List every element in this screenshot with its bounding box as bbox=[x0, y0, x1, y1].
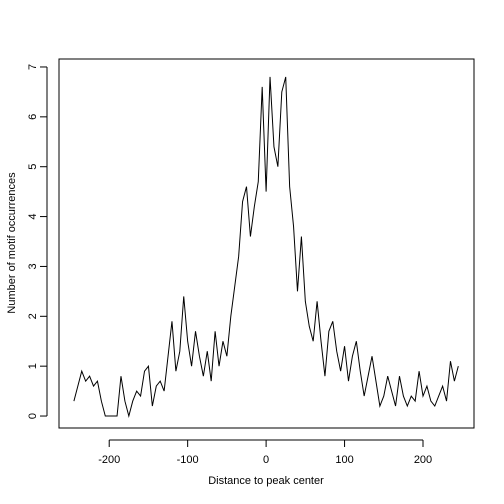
x-tick-label: -200 bbox=[98, 454, 120, 466]
plot-box bbox=[58, 58, 475, 429]
y-tick-label: 2 bbox=[27, 313, 39, 319]
x-axis-title: Distance to peak center bbox=[208, 475, 324, 487]
x-tick-label: -100 bbox=[177, 454, 199, 466]
x-tick-label: 200 bbox=[414, 454, 432, 466]
y-tick-label: 1 bbox=[27, 363, 39, 369]
y-tick-label: 7 bbox=[27, 64, 39, 70]
x-tick-label: 100 bbox=[335, 454, 353, 466]
data-line bbox=[73, 76, 459, 419]
x-tick-label: 0 bbox=[263, 454, 269, 466]
y-tick-label: 5 bbox=[27, 164, 39, 170]
y-tick-label: 0 bbox=[27, 413, 39, 419]
y-axis-title: Number of motif occurrences bbox=[6, 172, 18, 314]
y-tick-label: 3 bbox=[27, 263, 39, 269]
y-tick-label: 4 bbox=[27, 214, 39, 220]
y-tick-label: 6 bbox=[27, 114, 39, 120]
